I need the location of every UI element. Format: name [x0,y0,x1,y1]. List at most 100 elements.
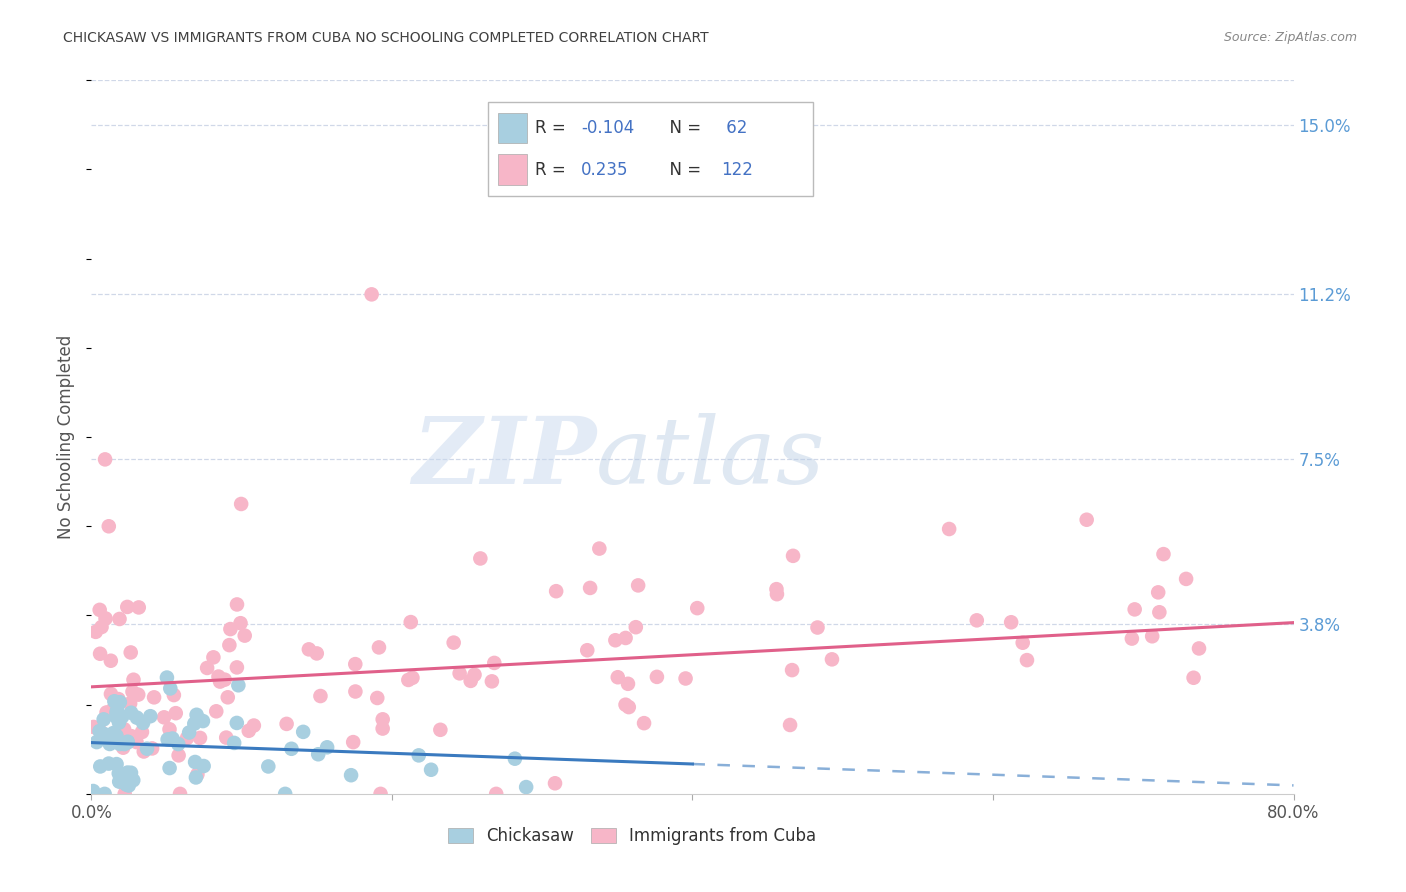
Point [217,690,239,705]
Point [193,759,215,773]
Point [1140,629,1163,643]
Point [139,709,162,723]
Point [484,656,506,670]
Point [90,724,112,739]
Point [780,663,803,677]
Point [209,674,232,689]
Point [219,622,242,636]
Point [128,600,150,615]
Point [243,718,266,732]
Point [546,584,568,599]
Point [228,678,250,692]
Point [86,735,108,749]
Y-axis label: No Schooling Completed: No Schooling Completed [58,335,76,539]
Point [105,729,128,743]
Point [118,779,141,793]
Point [420,763,443,777]
Point [617,700,640,714]
Point [443,635,465,649]
Point [966,613,988,627]
Point [544,776,567,790]
Point [371,722,394,736]
Point [195,661,218,675]
Text: Source: ZipAtlas.com: Source: ZipAtlas.com [1223,31,1357,45]
Point [344,684,367,698]
Point [503,752,526,766]
Point [117,735,139,749]
Point [481,674,503,689]
Point [112,723,135,737]
Point [143,690,166,705]
Point [225,660,247,674]
Point [307,747,329,762]
Point [136,741,159,756]
Point [98,737,121,751]
Point [111,710,134,724]
Point [765,582,787,596]
Point [131,725,153,739]
Point [125,711,148,725]
Text: 62: 62 [721,119,748,137]
Point [1188,641,1211,656]
Point [186,707,208,722]
Point [94,611,117,625]
Point [1000,615,1022,630]
Text: atlas: atlas [596,414,825,503]
Point [93,787,115,801]
Point [108,695,131,709]
Point [125,735,148,749]
Point [274,787,297,801]
Point [463,667,485,681]
Point [202,650,225,665]
Point [114,787,136,801]
Point [1123,602,1146,616]
Point [238,723,260,738]
Point [231,497,253,511]
Point [225,715,247,730]
Point [97,756,120,771]
Point [163,688,186,702]
Point [100,654,122,668]
Point [127,688,149,702]
Text: R =: R = [536,119,571,137]
Point [344,657,367,672]
Point [576,643,599,657]
Point [257,759,280,773]
Point [169,787,191,801]
Point [305,647,328,661]
Point [141,741,163,756]
Point [686,601,709,615]
Point [82,784,104,798]
Point [218,638,240,652]
Point [214,673,236,687]
Point [94,452,117,467]
Point [396,673,419,687]
Point [121,684,143,698]
Point [360,287,382,301]
Point [309,689,332,703]
Point [167,737,190,751]
Point [105,757,128,772]
Point [1147,585,1170,599]
Text: N =: N = [659,161,706,178]
Point [588,541,610,556]
Point [645,670,668,684]
Point [159,723,181,737]
Point [782,549,804,563]
Point [371,712,394,726]
Point [90,620,112,634]
Point [120,706,142,720]
Bar [488,102,813,196]
Point [938,522,960,536]
Point [93,727,115,741]
Point [366,690,388,705]
Point [605,633,627,648]
Point [120,765,142,780]
Point [470,551,492,566]
Point [1182,671,1205,685]
Point [1011,636,1033,650]
Point [1015,653,1038,667]
Point [617,677,640,691]
Point [101,702,124,716]
Text: ZIP: ZIP [412,414,596,503]
